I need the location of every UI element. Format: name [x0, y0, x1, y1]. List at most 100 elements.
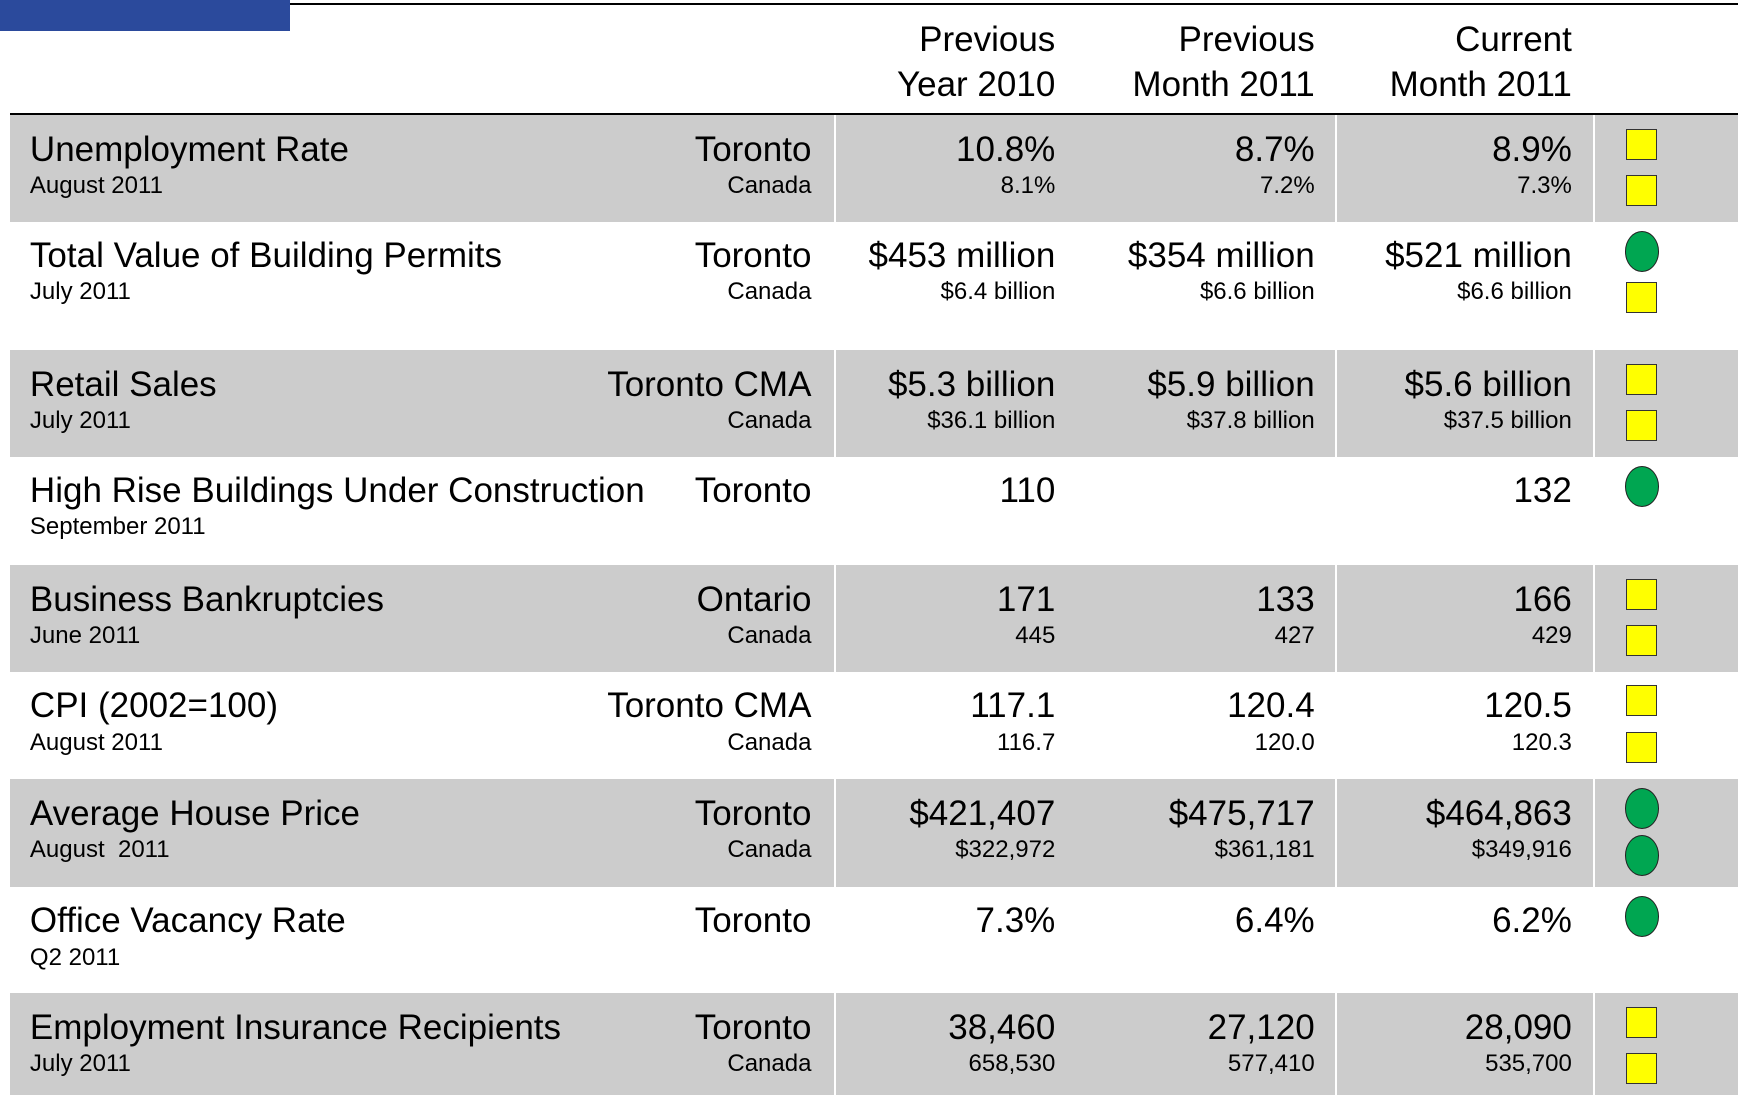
column-divider [833, 779, 836, 887]
row-band [9, 115, 1738, 222]
status-square [1626, 1006, 1658, 1038]
value: 8.7% [1234, 129, 1315, 169]
status-circle [1625, 230, 1660, 272]
value: 658,530 [968, 1049, 1056, 1077]
region: Toronto [694, 236, 812, 276]
period: August 2011 [29, 836, 170, 864]
value: 427 [1274, 622, 1315, 650]
region: Toronto [694, 793, 812, 833]
status-square [1626, 363, 1658, 395]
status-square [1626, 1053, 1658, 1085]
value: $36.1 billion [927, 407, 1056, 435]
value: $37.8 billion [1186, 407, 1315, 435]
column-header: Month 2011 [1132, 64, 1315, 104]
status-square [1626, 128, 1658, 160]
column-divider [1334, 565, 1337, 672]
value: $475,717 [1168, 793, 1315, 833]
top-bar [0, 0, 290, 31]
indicator: Employment Insurance Recipients [29, 1007, 562, 1047]
period: June 2011 [29, 622, 141, 650]
period: July 2011 [29, 1049, 131, 1077]
status-square [1626, 281, 1658, 313]
value: $421,407 [909, 793, 1056, 833]
value: 28,090 [1464, 1007, 1572, 1047]
value: 132 [1513, 471, 1572, 511]
column-header: Current [1455, 20, 1572, 60]
column-divider [833, 115, 836, 222]
header-rule [10, 113, 1738, 116]
column-divider [1592, 779, 1595, 887]
value: $6.6 billion [1199, 278, 1315, 306]
value: 120.3 [1511, 728, 1572, 756]
value: 8.9% [1492, 129, 1572, 169]
value: $464,863 [1425, 793, 1572, 833]
indicator: Office Vacancy Rate [29, 901, 346, 941]
value: $5.9 billion [1147, 364, 1315, 404]
value: 38,460 [948, 1007, 1056, 1047]
value: 120.5 [1484, 686, 1572, 726]
value: 6.2% [1492, 901, 1572, 941]
column-header: Year 2010 [896, 64, 1056, 104]
column-divider [833, 993, 836, 1095]
value: $349,916 [1471, 836, 1572, 864]
region: Canada [727, 407, 812, 435]
value: $6.4 billion [940, 278, 1056, 306]
value: 445 [1015, 622, 1056, 650]
indicator: Unemployment Rate [29, 129, 349, 169]
value: 117.1 [970, 686, 1056, 726]
value: 166 [1513, 579, 1572, 619]
region: Ontario [696, 579, 812, 619]
indicator: CPI (2002=100) [29, 686, 278, 726]
period: July 2011 [29, 278, 131, 306]
value: 171 [996, 579, 1056, 619]
region: Toronto [694, 1007, 812, 1047]
row-band [9, 565, 1738, 672]
region: Toronto CMA [607, 686, 812, 726]
region: Canada [727, 1049, 812, 1077]
value: 577,410 [1227, 1049, 1315, 1077]
value: 7.3% [975, 901, 1056, 941]
status-square [1626, 578, 1658, 610]
value: 27,120 [1207, 1007, 1315, 1047]
status-square [1626, 175, 1658, 207]
value: 7.3% [1517, 172, 1572, 200]
indicator: Average House Price [29, 793, 361, 833]
value: 10.8% [956, 129, 1056, 169]
status-circle [1625, 788, 1660, 830]
region: Toronto [694, 471, 812, 511]
value: $5.6 billion [1404, 364, 1572, 404]
indicator: Total Value of Building Permits [29, 236, 503, 276]
column-divider [1334, 350, 1337, 457]
status-square [1626, 731, 1658, 763]
status-circle [1625, 834, 1660, 876]
value: $361,181 [1214, 836, 1315, 864]
region: Canada [727, 278, 812, 306]
period: August 2011 [29, 728, 163, 756]
column-divider [1592, 565, 1595, 672]
region: Toronto CMA [607, 364, 812, 404]
column-divider [833, 350, 836, 457]
indicator: High Rise Buildings Under Construction [29, 471, 645, 511]
value: $5.3 billion [887, 364, 1056, 404]
period: September 2011 [29, 513, 206, 541]
top-rule [290, 3, 1738, 5]
value: $322,972 [955, 836, 1056, 864]
column-divider [1334, 115, 1337, 222]
region: Toronto [694, 901, 812, 941]
row-band [9, 779, 1738, 887]
column-divider [1592, 115, 1595, 222]
column-header: Month 2011 [1389, 64, 1572, 104]
value: 535,700 [1485, 1049, 1572, 1077]
value: 110 [999, 471, 1056, 511]
value: 116.7 [997, 728, 1056, 756]
value: $37.5 billion [1443, 407, 1572, 435]
row-band [9, 350, 1738, 457]
column-divider [1334, 779, 1337, 887]
period: Q2 2011 [29, 943, 121, 971]
value: 120.0 [1254, 728, 1315, 756]
column-divider [833, 565, 836, 672]
status-circle [1625, 895, 1660, 937]
value: $6.6 billion [1457, 278, 1572, 306]
value: $453 million [868, 236, 1056, 276]
